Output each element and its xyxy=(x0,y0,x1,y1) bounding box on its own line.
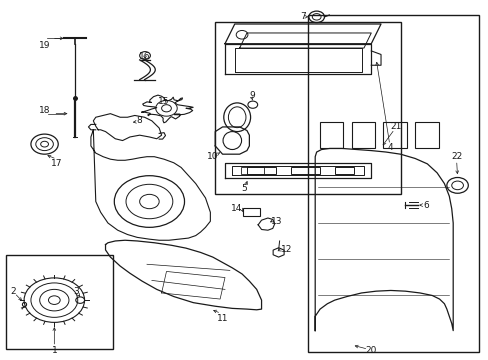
Text: 5: 5 xyxy=(241,184,247,193)
Bar xyxy=(5,255,113,348)
Text: 17: 17 xyxy=(51,159,62,168)
Text: 4: 4 xyxy=(387,143,393,152)
Text: 12: 12 xyxy=(281,246,292,255)
Bar xyxy=(307,15,478,352)
Text: 3: 3 xyxy=(73,287,79,296)
Text: 9: 9 xyxy=(248,91,254,100)
Bar xyxy=(414,122,438,148)
Bar xyxy=(351,122,374,148)
Text: 20: 20 xyxy=(365,346,376,355)
Text: 21: 21 xyxy=(389,122,401,131)
Text: 6: 6 xyxy=(423,201,428,210)
Bar xyxy=(215,22,400,194)
Bar xyxy=(240,167,264,174)
Text: 18: 18 xyxy=(39,105,50,114)
Text: 10: 10 xyxy=(206,152,218,161)
Text: 8: 8 xyxy=(137,116,142,125)
Text: 13: 13 xyxy=(271,217,282,226)
Bar xyxy=(290,167,320,174)
Text: 22: 22 xyxy=(450,152,461,161)
Bar xyxy=(320,122,343,148)
Text: 15: 15 xyxy=(158,96,169,105)
Bar xyxy=(243,208,260,216)
Text: 1: 1 xyxy=(51,346,57,355)
Text: 14: 14 xyxy=(230,204,242,213)
Bar xyxy=(334,167,353,174)
Text: 11: 11 xyxy=(216,314,228,323)
Bar xyxy=(383,122,406,148)
Bar xyxy=(246,167,276,174)
Text: 7: 7 xyxy=(300,12,305,21)
Text: 2: 2 xyxy=(10,287,16,296)
Text: 16: 16 xyxy=(139,52,150,61)
Text: 19: 19 xyxy=(39,41,50,50)
